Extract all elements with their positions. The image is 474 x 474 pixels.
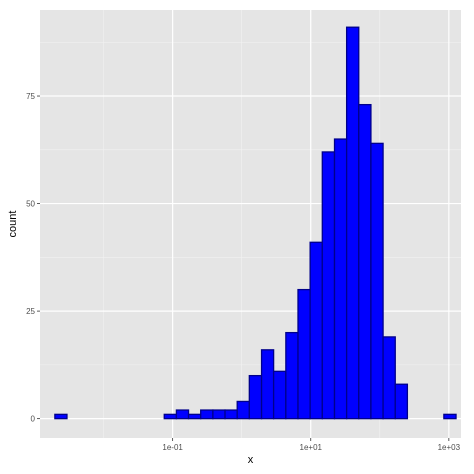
x-tick-label: 1e+03 [438, 443, 461, 452]
histogram-bar [345, 26, 360, 420]
x-axis-title: x [248, 454, 254, 466]
histogram-bar [333, 138, 348, 420]
histogram-bar [370, 142, 384, 420]
histogram-bars [54, 26, 457, 420]
y-tick-label: 75 [26, 92, 35, 101]
histogram-bar [443, 413, 457, 420]
histogram-bar [260, 349, 275, 420]
histogram-bar [54, 413, 68, 420]
histogram-bar [394, 383, 409, 420]
histogram-bar [309, 241, 323, 420]
histogram-bar [248, 374, 263, 420]
histogram-bar [297, 288, 311, 420]
x-tick-label: 1e+01 [300, 443, 323, 452]
histogram-bar [175, 409, 190, 420]
y-tick-label: 0 [31, 415, 36, 424]
histogram-bar [321, 151, 336, 420]
histogram-bar [272, 370, 287, 420]
histogram-bar [224, 409, 238, 420]
y-axis-title: count [7, 211, 19, 238]
histogram-bar [212, 409, 226, 420]
histogram-bar [200, 409, 214, 420]
histogram-bar [163, 413, 178, 420]
y-tick-label: 50 [26, 200, 35, 209]
y-tick-label: 25 [26, 307, 35, 316]
histogram-bar [236, 400, 250, 420]
histogram-bar [187, 413, 202, 420]
histogram-bar [358, 103, 372, 420]
histogram-bar [382, 336, 396, 420]
x-tick-label: 1e-01 [162, 443, 183, 452]
plot-panel [40, 10, 461, 438]
grid-lines [40, 10, 461, 438]
axis-ticks: 1e-01 1e+01 1e+03 0 25 50 75 [26, 92, 461, 452]
histogram-bar [285, 331, 299, 420]
